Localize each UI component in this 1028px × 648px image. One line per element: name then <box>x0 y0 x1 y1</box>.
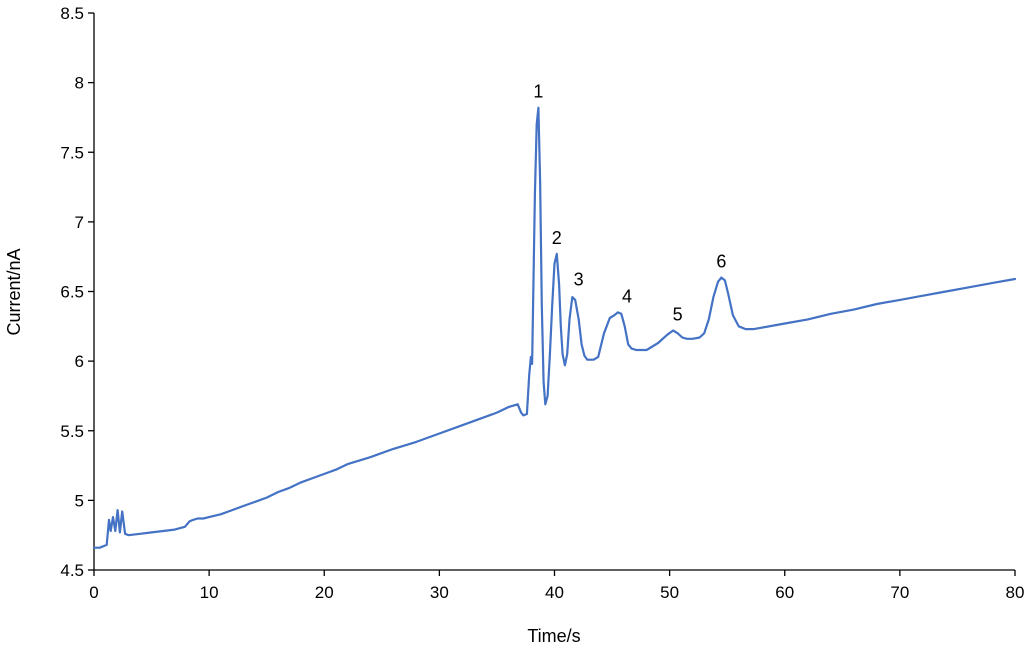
y-tick-label: 4.5 <box>60 561 84 580</box>
peak-labels: 1 2 3 4 5 6 <box>533 82 726 325</box>
y-tick-label: 5 <box>75 491 84 510</box>
y-axis-ticks: 4.5 5 5.5 6 6.5 7 7.5 8 8.5 <box>60 4 94 580</box>
x-axis-title: Time/s <box>527 626 580 646</box>
peak-label-2: 2 <box>552 228 562 248</box>
x-tick-label: 0 <box>89 583 98 602</box>
y-tick-label: 7.5 <box>60 143 84 162</box>
axes <box>93 13 1015 571</box>
x-tick-label: 60 <box>775 583 794 602</box>
peak-label-4: 4 <box>622 286 632 306</box>
peak-label-5: 5 <box>673 304 683 324</box>
y-tick-label: 5.5 <box>60 422 84 441</box>
y-axis-title: Current/nA <box>4 248 24 335</box>
current-trace-line <box>92 106 1017 549</box>
x-tick-label: 20 <box>315 583 334 602</box>
x-tick-label: 10 <box>200 583 219 602</box>
y-tick-label: 6 <box>75 352 84 371</box>
x-axis-ticks: 0 10 20 30 40 50 60 70 80 <box>89 570 1024 602</box>
peak-label-3: 3 <box>574 270 584 290</box>
x-tick-label: 50 <box>660 583 679 602</box>
peak-label-1: 1 <box>533 82 543 102</box>
x-tick-label: 40 <box>545 583 564 602</box>
y-tick-label: 8 <box>75 74 84 93</box>
y-tick-label: 6.5 <box>60 283 84 302</box>
y-tick-label: 8.5 <box>60 4 84 23</box>
x-tick-label: 70 <box>890 583 909 602</box>
peak-label-6: 6 <box>716 252 726 272</box>
y-tick-label: 7 <box>75 213 84 232</box>
x-tick-label: 80 <box>1006 583 1025 602</box>
x-tick-label: 30 <box>430 583 449 602</box>
